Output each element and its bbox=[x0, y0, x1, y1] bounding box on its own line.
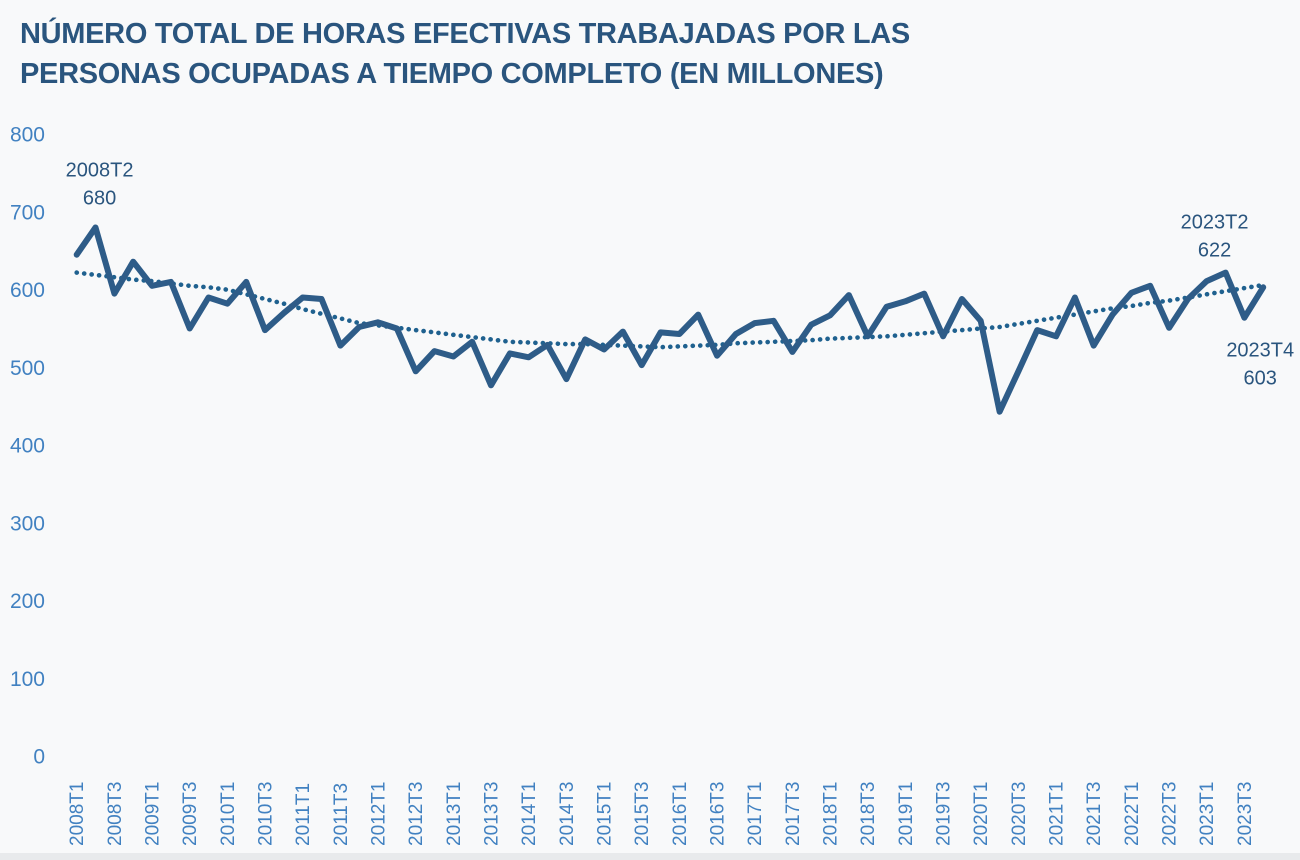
x-axis-tick-label: 2022T1 bbox=[1122, 782, 1143, 846]
x-axis-tick-label: 2023T3 bbox=[1235, 782, 1256, 846]
chart-title-line1: NÚMERO TOTAL DE HORAS EFECTIVAS TRABAJAD… bbox=[20, 18, 910, 50]
y-axis-tick-label: 700 bbox=[10, 201, 45, 224]
annotation-value-label: 603 bbox=[1244, 367, 1277, 389]
x-axis-tick-label: 2020T1 bbox=[971, 782, 992, 846]
annotation-quarter-label: 2023T2 bbox=[1181, 212, 1249, 234]
x-axis-tick-label: 2010T3 bbox=[256, 782, 277, 846]
annotation-quarter-label: 2008T2 bbox=[66, 160, 134, 182]
x-axis-tick-label: 2016T3 bbox=[708, 782, 729, 846]
x-axis-tick-label: 2022T3 bbox=[1160, 782, 1181, 846]
x-axis-tick-label: 2012T3 bbox=[406, 782, 427, 846]
y-axis-tick-label: 100 bbox=[10, 668, 45, 691]
x-axis-tick-label: 2010T1 bbox=[218, 782, 239, 846]
x-axis-tick-label: 2013T1 bbox=[444, 782, 465, 846]
y-axis-tick-label: 0 bbox=[33, 746, 45, 769]
x-axis-tick-label: 2020T3 bbox=[1009, 782, 1030, 846]
x-axis-tick-label: 2017T3 bbox=[783, 782, 804, 846]
x-axis-tick-label: 2013T3 bbox=[482, 782, 503, 846]
y-axis-tick-label: 500 bbox=[10, 357, 45, 380]
x-axis-tick-label: 2015T3 bbox=[632, 782, 653, 846]
x-axis-tick-label: 2009T1 bbox=[143, 782, 164, 846]
annotation-quarter-label: 2023T4 bbox=[1226, 339, 1294, 361]
y-axis-tick-label: 200 bbox=[10, 590, 45, 613]
x-axis-tick-label: 2011T1 bbox=[293, 783, 314, 846]
x-axis-tick-label: 2021T1 bbox=[1047, 782, 1068, 846]
y-axis-tick-label: 600 bbox=[10, 279, 45, 302]
y-axis-tick-label: 800 bbox=[10, 124, 45, 147]
x-axis-tick-label: 2012T1 bbox=[369, 782, 390, 846]
x-axis-tick-label: 2009T3 bbox=[180, 782, 201, 846]
y-axis-tick-label: 400 bbox=[10, 435, 45, 458]
x-axis-tick-label: 2019T3 bbox=[934, 782, 955, 846]
x-axis-tick-label: 2016T1 bbox=[670, 782, 691, 846]
y-axis-tick-label: 300 bbox=[10, 512, 45, 535]
bottom-edge-bar bbox=[0, 853, 1300, 860]
chart-title-line2: PERSONAS OCUPADAS A TIEMPO COMPLETO (EN … bbox=[20, 58, 884, 90]
x-axis-tick-label: 2014T3 bbox=[557, 782, 578, 846]
chart-title: NÚMERO TOTAL DE HORAS EFECTIVAS TRABAJAD… bbox=[20, 14, 910, 94]
x-axis-tick-label: 2015T1 bbox=[595, 782, 616, 846]
x-axis-tick-label: 2023T1 bbox=[1197, 782, 1218, 846]
x-axis-tick-label: 2019T1 bbox=[896, 782, 917, 846]
x-axis-tick-label: 2017T1 bbox=[745, 782, 766, 846]
x-axis-tick-label: 2018T1 bbox=[821, 782, 842, 846]
x-axis-tick-label: 2008T1 bbox=[67, 782, 88, 846]
x-axis-tick-label: 2018T3 bbox=[858, 782, 879, 846]
annotation-value-label: 622 bbox=[1198, 240, 1231, 262]
x-axis-tick-label: 2011T3 bbox=[331, 783, 352, 846]
x-axis-tick-label: 2014T1 bbox=[519, 782, 540, 846]
x-axis-tick-label: 2008T3 bbox=[105, 782, 126, 846]
data-line bbox=[73, 224, 1267, 415]
x-axis-tick-label: 2021T3 bbox=[1084, 782, 1105, 846]
annotation-value-label: 680 bbox=[83, 188, 116, 210]
